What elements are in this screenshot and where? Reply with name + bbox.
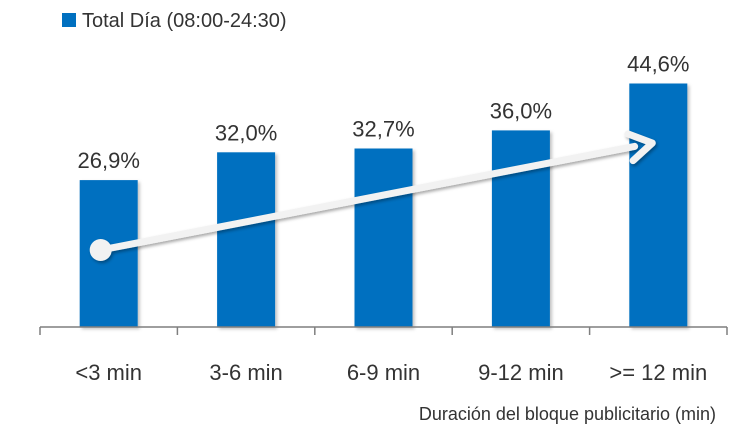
x-axis-title: Duración del bloque publicitario (min) <box>419 404 716 424</box>
x-tick-label: <3 min <box>75 360 142 385</box>
x-tick-label: 9-12 min <box>478 360 564 385</box>
x-tick-label: 6-9 min <box>347 360 420 385</box>
x-tick-label: >= 12 min <box>609 360 707 385</box>
bar <box>354 148 413 327</box>
data-label: 26,9% <box>78 148 140 173</box>
bar <box>629 83 688 327</box>
data-labels-group: 26,9% 32,0% 32,7% 36,0% 44,6% <box>78 52 690 174</box>
legend-swatch <box>62 13 76 27</box>
legend: Total Día (08:00-24:30) <box>62 10 287 32</box>
x-axis <box>39 326 728 335</box>
trend-arrow-shaft <box>97 142 639 254</box>
x-tick-labels: <3 min 3-6 min 6-9 min 9-12 min >= 12 min <box>75 360 707 385</box>
bar <box>491 130 550 327</box>
data-label: 32,0% <box>215 120 277 145</box>
data-label: 44,6% <box>627 52 689 77</box>
trend-arrow-head <box>624 130 656 165</box>
x-tick-label: 3-6 min <box>209 360 282 385</box>
data-label: 36,0% <box>490 98 552 123</box>
data-label: 32,7% <box>352 117 414 142</box>
bar <box>217 152 276 327</box>
trend-arrow <box>89 130 656 261</box>
trend-arrow-start-dot <box>89 239 112 261</box>
legend-label: Total Día (08:00-24:30) <box>82 10 287 32</box>
